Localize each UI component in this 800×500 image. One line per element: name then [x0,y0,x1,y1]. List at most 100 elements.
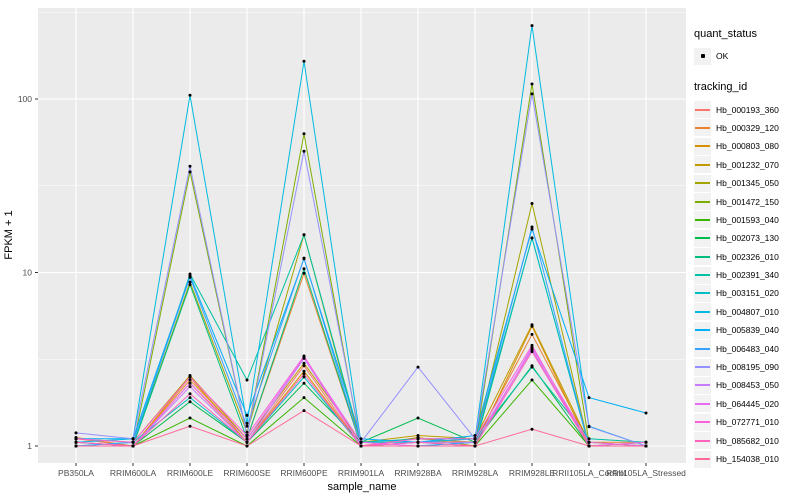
legend-item-Hb_008453_050: Hb_008453_050 [694,376,798,394]
legend-item-Hb_001593_040: Hb_001593_040 [694,211,798,229]
data-point [530,378,534,382]
plot-canvas: PB350LA RRIM600LA RRIM600LE RRIM600SE RRIM60… [18,8,686,478]
data-point [245,444,249,448]
x-tick-label: RRIM928LE [509,468,556,478]
data-point [530,82,534,86]
data-point [74,440,78,444]
line-swatch-icon [694,376,711,394]
legend-item-Hb_064445_020: Hb_064445_020 [694,395,798,413]
data-point [302,372,306,376]
data-point [188,416,192,420]
data-point [131,437,135,441]
data-point [359,444,363,448]
legend-item-label: Hb_154038_010 [716,454,779,464]
data-point [302,233,306,237]
legend-item-label: Hb_064445_020 [716,398,779,409]
data-point [188,385,192,389]
legend-item-label: OK [716,51,729,62]
data-point [188,164,192,168]
data-point [416,416,420,420]
data-point [530,350,534,354]
legend-item-label: Hb_002391_340 [716,270,779,281]
data-point [644,444,648,448]
line-swatch-icon [694,248,711,266]
data-point [587,425,591,429]
data-point [587,444,591,448]
line-swatch-icon [694,358,711,376]
data-point [188,396,192,400]
data-point [245,424,249,428]
line-swatch-icon [694,266,711,284]
data-point [302,59,306,63]
line-swatch-icon [694,340,711,358]
x-tick-label: RRIM928BA [394,468,442,478]
legend-item-label: Hb_001593_040 [716,214,779,225]
point-swatch-icon [694,47,711,65]
legend-item-label: Hb_000193_360 [716,104,779,115]
legend-item-Hb_002073_130: Hb_002073_130 [694,229,798,247]
legend-title-tracking-id: tracking_id [694,81,748,94]
data-point [74,444,78,448]
legend-item-Hb_003151_020: Hb_003151_020 [694,284,798,302]
legend-item-Hb_001232_070: Hb_001232_070 [694,156,798,174]
line-swatch-icon [694,156,711,174]
data-point [530,236,534,240]
data-point [530,24,534,28]
line-swatch-icon [694,321,711,339]
data-point [416,434,420,437]
legend-item-label: Hb_005839_040 [716,325,779,336]
data-point [416,440,420,444]
data-point [530,225,534,229]
legend-item-label: Hb_008453_050 [716,380,779,391]
legend-item-Hb_154038_010: Hb_154038_010 [694,450,798,468]
line-swatch-icon [694,450,711,468]
x-tick-label: RRII105LA_Stressed [606,468,686,478]
data-point [473,440,477,444]
line-swatch-icon [694,432,711,450]
data-point [530,323,534,327]
line-swatch-icon [694,193,711,211]
legend: quant_status OK tracking_id Hb_000193_36… [694,28,798,468]
data-point [302,354,306,358]
legend-item-label: Hb_001472_150 [716,196,779,207]
data-point [302,381,306,385]
x-tick-label: RRII105LA_Control [552,468,626,478]
x-tick-label: RRIM600LA [110,468,157,478]
data-point [416,437,420,441]
legend-item-Hb_004807_010: Hb_004807_010 [694,303,798,321]
legend-item-Hb_005839_040: Hb_005839_040 [694,321,798,339]
x-tick-label: RRIM600PE [280,468,328,478]
data-point [416,444,420,448]
data-point [359,437,363,441]
legend-item-label: Hb_072771_010 [716,417,779,428]
data-point [245,430,249,434]
legend-item-Hb_001472_150: Hb_001472_150 [694,192,798,211]
data-point [188,280,192,284]
data-point [245,378,249,382]
data-point [587,440,591,444]
legend-item-label: Hb_001345_050 [716,178,779,189]
data-point [131,444,135,448]
data-point [245,413,249,417]
data-point [302,369,306,373]
data-point [245,440,249,444]
y-axis-title: FPKM + 1 [3,210,15,260]
x-axis-title: sample_name [327,481,397,493]
data-point [245,434,249,437]
legend-item-ok: OK [694,47,798,65]
line-swatch-icon [694,284,711,302]
legend-item-Hb_006483_040: Hb_006483_040 [694,339,798,358]
x-tick-label: RRIM928LA [452,468,499,478]
data-point [587,437,591,441]
legend-item-label: Hb_006483_040 [716,343,779,354]
data-point [530,365,534,369]
plot-panel [38,8,686,463]
y-tick-label: 10 [23,268,33,278]
data-point [530,332,534,336]
legend-item-Hb_008195_090: Hb_008195_090 [694,358,798,376]
data-point [188,392,192,396]
data-point [530,92,534,96]
line-swatch-icon [694,395,711,413]
data-point [188,378,192,382]
